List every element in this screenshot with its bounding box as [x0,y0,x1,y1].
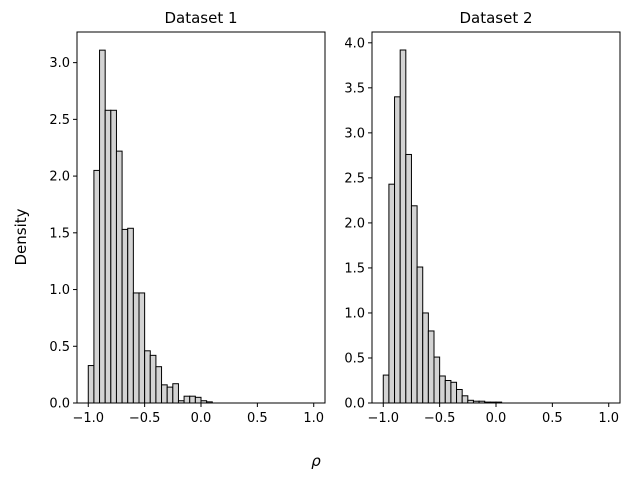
x-tick-label: 0.5 [542,411,563,426]
y-tick-label: 2.5 [344,171,365,186]
histogram-bar [183,395,191,404]
histogram-bar [382,374,390,404]
histogram-bar [99,49,106,404]
histogram-bar [189,395,196,404]
y-tick-label: 3.0 [49,56,70,71]
y-tick-label: 1.5 [344,261,365,276]
panel-dataset-1: Dataset 1 −1.0 −0.5 0.0 0.5 1.0 0.0 0.5 1.0 1.5 2.… [49,9,326,426]
y-tick-label: 3.5 [344,81,365,96]
y-tick-label: 4.0 [344,36,365,51]
x-tick-label: 1.0 [598,411,619,426]
y-tick-label: 1.5 [49,226,70,241]
y-tick-label: 0.0 [344,397,365,412]
panel-title: Dataset 2 [459,9,532,27]
histogram-bar [172,383,179,404]
x-tick-label: −1.0 [72,411,104,426]
histogram-bar [456,388,463,404]
histogram-bar [450,381,458,404]
histogram-bar [149,354,157,404]
histogram-bar [433,356,441,404]
histogram-bar [161,384,168,404]
histogram-bar [422,312,429,404]
y-tick-label: 2.0 [344,216,365,231]
histogram-bar [405,153,412,404]
x-tick-label: 0.0 [191,411,212,426]
histogram-bar [194,396,202,404]
panel-dataset-2: Dataset 2 −1.0 −0.5 0.0 0.5 1.0 0.0 0.5 1.0 1.5 2.… [344,9,621,426]
histogram-bar [138,292,146,404]
histogram-bar [144,350,151,404]
density-axis-label: Density [12,208,30,265]
y-tick-label: 0.0 [49,397,70,412]
histogram-bar [93,169,101,404]
x-tick-label: −0.5 [424,411,456,426]
y-tick-label: 1.0 [344,306,365,321]
histogram-bar [439,375,446,404]
histogram-bar [416,266,424,404]
histogram-bar [410,205,418,404]
y-tick-label: 1.0 [49,283,70,298]
histogram-bar [104,109,112,404]
y-tick-label: 0.5 [49,340,70,355]
y-tick-label: 3.0 [344,126,365,141]
histogram-bar [399,49,407,404]
histogram-bar [87,365,95,404]
histogram-bar [394,96,401,404]
x-tick-label: 0.0 [486,411,507,426]
histogram-bar [388,183,396,404]
histogram-bar [110,109,117,404]
histogram-bar [444,379,452,404]
histogram-bar [127,227,134,404]
histogram-bar [427,330,435,404]
histogram-bar [115,150,123,404]
x-tick-label: 0.5 [247,411,268,426]
histogram-bar [166,386,174,404]
histogram-bar [132,292,140,404]
panel-title: Dataset 1 [164,9,237,27]
x-tick-label: 1.0 [303,411,324,426]
histogram-bar [121,228,129,404]
x-tick-label: −1.0 [367,411,399,426]
y-tick-label: 0.5 [344,351,365,366]
y-tick-label: 2.0 [49,170,70,185]
x-tick-label: −0.5 [129,411,161,426]
rho-axis-label: ρ [311,452,321,470]
histogram-bar [155,366,163,404]
y-tick-label: 2.5 [49,113,70,128]
histogram-bar [461,395,469,404]
